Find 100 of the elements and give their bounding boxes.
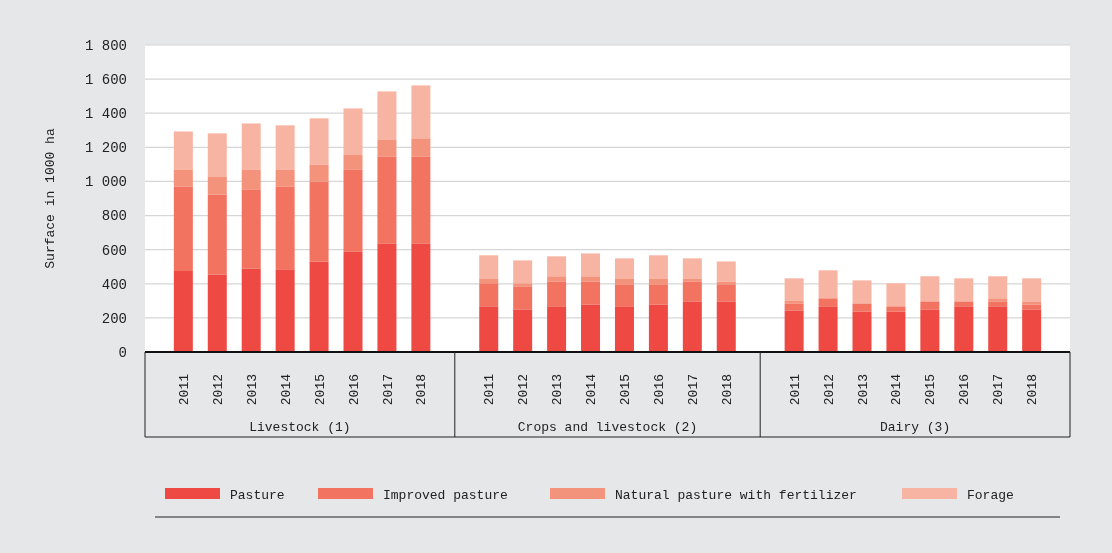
- bar: [818, 306, 838, 352]
- bar: [648, 284, 668, 305]
- bar: [207, 274, 227, 352]
- x-tick-label: 2018: [719, 374, 735, 406]
- x-tick-label: 2014: [278, 373, 294, 406]
- y-tick-label: 1 400: [84, 106, 127, 123]
- bar: [614, 306, 634, 352]
- x-tick-label: 2012: [516, 374, 532, 406]
- bar: [547, 281, 567, 307]
- bar: [377, 91, 397, 140]
- bar: [988, 301, 1008, 307]
- bar: [411, 243, 431, 352]
- bar: [207, 194, 227, 275]
- y-tick-label: 200: [101, 310, 127, 327]
- bar: [614, 284, 634, 307]
- legend-label: Forage: [967, 487, 1014, 503]
- bar: [309, 164, 329, 182]
- x-tick-label: 2015: [312, 374, 328, 406]
- bar: [818, 298, 838, 307]
- bar: [513, 283, 533, 287]
- bar: [309, 261, 329, 352]
- bar: [784, 300, 804, 304]
- y-tick-label: 1 200: [84, 140, 127, 157]
- bar: [343, 251, 363, 352]
- bar: [920, 276, 940, 302]
- x-tick-label: 2016: [651, 374, 667, 406]
- bar: [886, 306, 906, 312]
- bar: [1022, 278, 1042, 302]
- bar: [954, 306, 974, 352]
- bar: [241, 189, 261, 269]
- bar: [784, 278, 804, 301]
- x-tick-label: 2011: [176, 373, 192, 406]
- x-tick-label: 2011: [482, 373, 498, 406]
- text: Dairy (3): [879, 420, 951, 435]
- bar: [818, 270, 838, 299]
- bar: [343, 108, 363, 155]
- bar: [173, 270, 193, 352]
- bar: [513, 260, 533, 284]
- y-tick-label: 1 000: [84, 174, 127, 191]
- bar: [886, 283, 906, 307]
- y-tick-label: 0: [118, 344, 127, 361]
- bar: [547, 306, 567, 352]
- bar: [648, 304, 668, 352]
- bar: [275, 186, 295, 270]
- x-tick-label: 2017: [685, 374, 701, 406]
- bar: [1022, 304, 1042, 310]
- x-tick-label: 2016: [957, 374, 973, 406]
- bar: [547, 276, 567, 282]
- bar: [241, 123, 261, 170]
- bar: [479, 283, 499, 307]
- bar: [716, 284, 736, 302]
- bar: [581, 253, 601, 277]
- bar: [173, 186, 193, 271]
- bar: [207, 176, 227, 195]
- bar: [1022, 301, 1042, 305]
- bar: [852, 311, 872, 352]
- x-tick-label: 2015: [618, 374, 634, 406]
- y-axis-title: Surface in 1000 ha: [43, 128, 58, 269]
- bar: [241, 268, 261, 352]
- x-tick-label: 2017: [991, 374, 1007, 406]
- x-tick-label: 2012: [210, 374, 226, 406]
- text: Livestock (1): [249, 420, 351, 435]
- bar: [241, 169, 261, 190]
- legend-label: Pasture: [230, 487, 285, 503]
- legend-label: Improved pasture: [383, 487, 508, 503]
- x-tick-label: 2012: [821, 374, 837, 406]
- bar: [988, 298, 1008, 302]
- bar: [648, 255, 668, 279]
- x-tick-label: 2013: [244, 374, 260, 406]
- bar: [207, 133, 227, 177]
- bar: [784, 310, 804, 352]
- bar: [479, 255, 499, 279]
- bar: [852, 280, 872, 304]
- bar: [275, 125, 295, 170]
- bar: [614, 278, 634, 285]
- x-tick-label: 2015: [923, 374, 939, 406]
- bar: [479, 278, 499, 284]
- bar: [343, 154, 363, 170]
- bar: [309, 181, 329, 262]
- bar: [1022, 309, 1042, 352]
- y-tick-label: 600: [101, 242, 127, 259]
- bar: [275, 169, 295, 187]
- bar: [614, 258, 634, 279]
- bar: [920, 301, 940, 310]
- x-tick-label: 2013: [550, 374, 566, 406]
- bar: [513, 286, 533, 310]
- bar: [309, 118, 329, 165]
- x-tick-label: 2011: [787, 373, 803, 406]
- bar: [988, 306, 1008, 352]
- x-tick-label: 2018: [414, 374, 430, 406]
- legend-label: Natural pasture with fertilizer: [615, 487, 857, 503]
- bar: [682, 258, 702, 279]
- bar: [479, 306, 499, 352]
- bar: [886, 311, 906, 352]
- x-tick-label: 2014: [889, 373, 905, 406]
- bar: [988, 276, 1008, 299]
- x-tick-label: 2014: [584, 373, 600, 406]
- bar: [954, 278, 974, 302]
- bar: [784, 303, 804, 311]
- x-tick-label: 2018: [1025, 374, 1041, 406]
